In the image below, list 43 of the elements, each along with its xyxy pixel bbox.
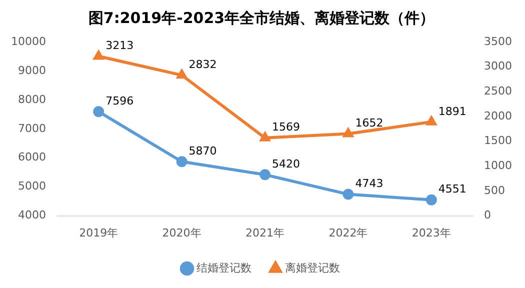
data-label: 7596 <box>106 94 134 108</box>
y2-tick-label: 1500 <box>484 134 512 148</box>
y-tick-label: 10000 <box>10 34 46 48</box>
point <box>93 106 104 118</box>
x-tick-label: 2023年 <box>412 226 451 240</box>
data-label: 1652 <box>355 116 384 130</box>
point <box>426 116 436 126</box>
y2-tick-label: 3000 <box>484 60 512 73</box>
data-label: 4551 <box>438 182 466 196</box>
data-label: 1891 <box>438 104 466 118</box>
legend-label: 结婚登记数 <box>196 261 252 274</box>
point <box>176 70 187 79</box>
y2-tick-label: 0 <box>484 208 492 222</box>
y2-tick-label: 500 <box>484 184 506 197</box>
y-tick-label: 9000 <box>18 64 46 77</box>
point <box>426 194 437 206</box>
y-tick-label: 5000 <box>18 180 46 193</box>
point <box>94 50 104 60</box>
data-label: 2832 <box>188 58 217 72</box>
x-tick-label: 2020年 <box>162 226 202 240</box>
y2-tick-label: 2000 <box>484 109 512 122</box>
point <box>260 169 270 180</box>
chart-title: 图7:2019年-2023年全市结婚、离婚登记数（件） <box>88 8 435 27</box>
data-label: 5420 <box>272 158 300 171</box>
y2-tick-label: 3500 <box>484 34 512 48</box>
data-label: 4743 <box>355 177 384 190</box>
y-tick-label: 7000 <box>18 122 46 135</box>
legend-label: 离婚登记数 <box>285 261 340 274</box>
data-label: 5870 <box>188 144 217 158</box>
point <box>343 128 354 138</box>
x-tick-label: 2022年 <box>328 226 368 240</box>
y-tick-label: 4000 <box>18 208 46 222</box>
point <box>342 188 354 200</box>
y2-tick-label: 2500 <box>484 84 512 98</box>
point <box>260 132 270 142</box>
x-tick-label: 2019年 <box>79 226 118 240</box>
x-tick-label: 2021年 <box>246 226 284 240</box>
point <box>176 156 188 168</box>
y-tick-label: 6000 <box>18 150 46 164</box>
y2-tick-label: 1000 <box>484 159 512 172</box>
y-tick-label: 8000 <box>18 92 46 106</box>
data-label: 3213 <box>106 39 134 52</box>
data-label: 1569 <box>272 120 300 134</box>
